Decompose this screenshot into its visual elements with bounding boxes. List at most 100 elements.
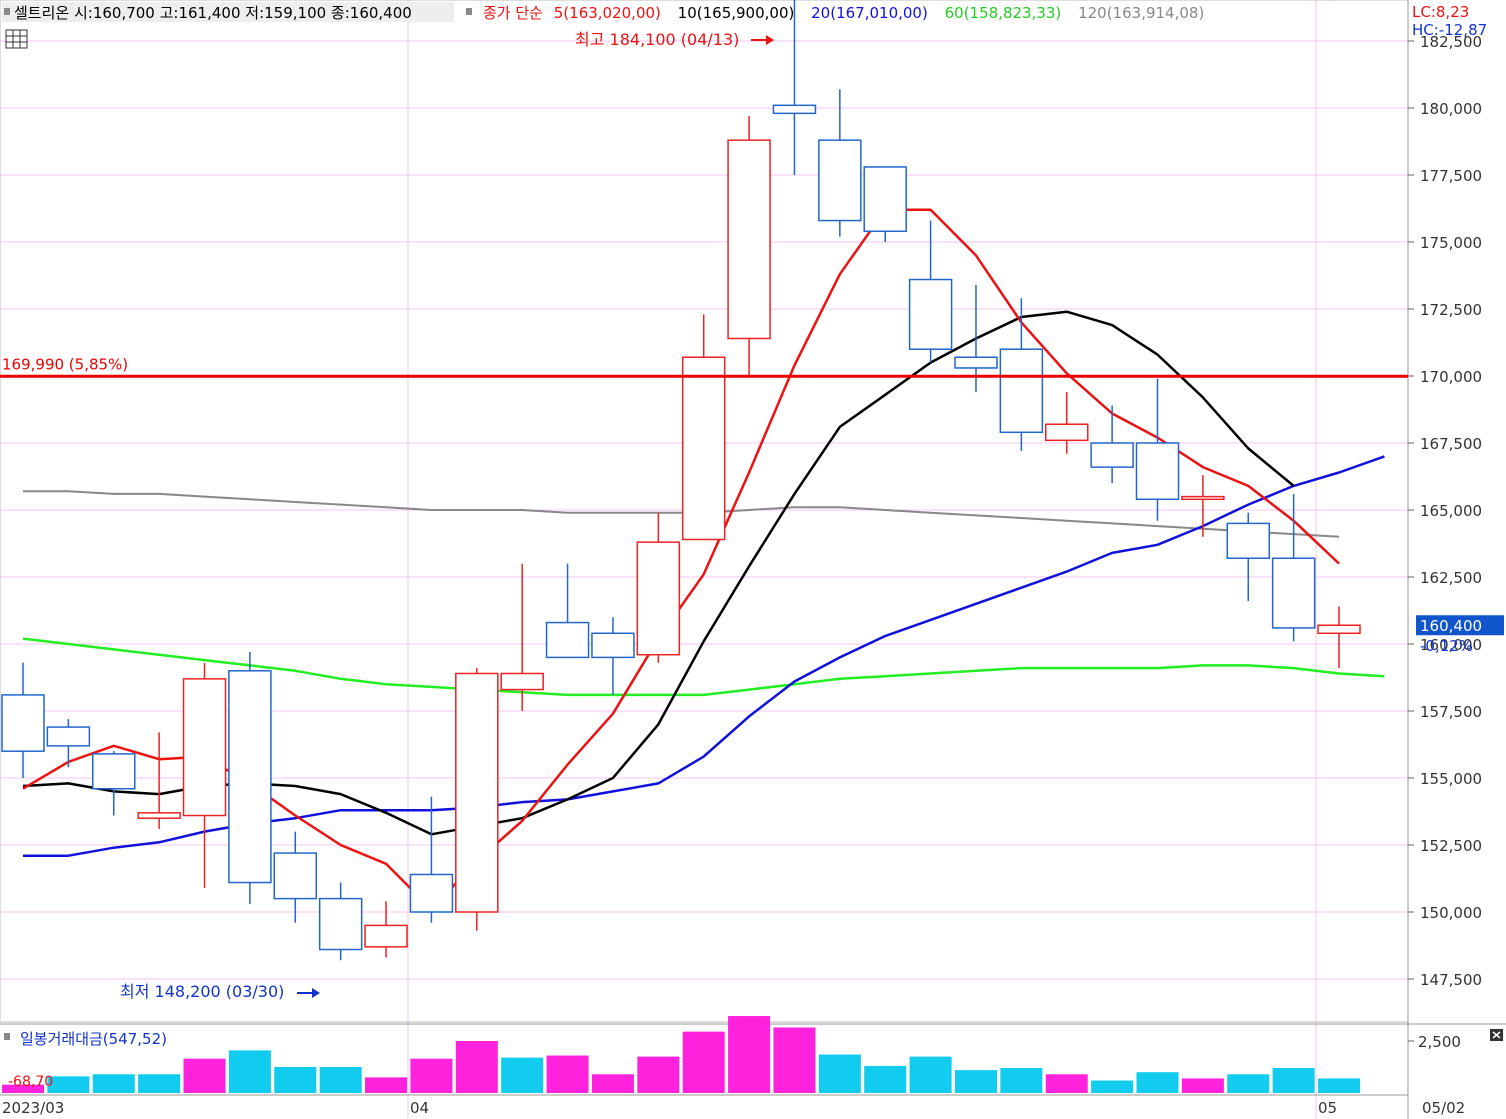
x-label-04: 04 — [410, 1099, 429, 1117]
volume-bar — [591, 1074, 634, 1093]
y-tick-label: 175,000 — [1420, 234, 1482, 252]
candle-body — [863, 166, 907, 233]
candle — [1, 662, 45, 778]
volume-bar — [864, 1065, 907, 1093]
candle-body — [455, 672, 499, 913]
candle-body — [1181, 495, 1225, 501]
ma-legend-20: 20(167,010,00) — [811, 4, 928, 22]
candle-body — [46, 726, 91, 747]
candles — [1, 0, 1361, 961]
ma-legend-10: 10(165,900,00) — [678, 4, 795, 22]
ma-legend-5: 5(163,020,00) — [554, 4, 661, 22]
y-tick-label: 170,000 — [1420, 368, 1482, 386]
last-price-change: -0,12% — [1420, 637, 1473, 655]
candle-body — [182, 678, 227, 817]
hc-label: HC:-12,87 — [1412, 21, 1487, 39]
candle — [318, 882, 363, 961]
candle — [681, 314, 726, 541]
ma-legend-prefix: 종가 단순 — [483, 4, 543, 22]
candle — [1181, 475, 1225, 537]
candle — [954, 284, 998, 393]
volume-bar — [546, 1055, 589, 1093]
candle — [182, 662, 227, 888]
candle-body — [1271, 557, 1316, 629]
x-label-05-02: 05/02 — [1422, 1099, 1465, 1117]
y-tick-label: 180,000 — [1420, 100, 1482, 118]
candle-body — [1317, 624, 1361, 635]
volume-marker-icon — [4, 1033, 10, 1040]
y-tick-label: 165,000 — [1420, 502, 1482, 520]
volume-bar — [954, 1070, 997, 1093]
volume-bar — [1136, 1072, 1179, 1093]
ma-legend-120: 120(163,914,08) — [1078, 4, 1204, 22]
volume-bar — [1272, 1068, 1315, 1093]
candle — [92, 751, 136, 816]
candle-body — [137, 812, 181, 819]
candle-body — [500, 672, 544, 691]
last-price-tag — [1416, 615, 1504, 636]
candle-body — [908, 278, 953, 350]
candle-body — [1226, 522, 1271, 559]
candle — [1317, 606, 1361, 669]
volume-bars — [2, 1016, 1361, 1093]
y-tick-label: 157,500 — [1420, 703, 1482, 721]
y-tick-label: 147,500 — [1420, 971, 1482, 989]
candle — [46, 719, 91, 768]
candle-body — [273, 852, 318, 900]
candle — [409, 796, 454, 923]
volume-bar — [47, 1076, 90, 1093]
y-tick-label: 152,500 — [1420, 837, 1482, 855]
volume-bar — [637, 1056, 680, 1093]
stock-info: 셀트리온 시:160,700 고:161,400 저:159,100 종:160… — [14, 4, 412, 22]
y-tick-label: 160,000 — [1420, 636, 1482, 654]
volume-bar — [1181, 1078, 1224, 1093]
volume-bar — [1045, 1074, 1088, 1093]
candle-body — [1135, 442, 1180, 501]
high-arrow-icon — [751, 35, 774, 45]
candle — [818, 89, 862, 237]
ma120-line — [23, 490, 1340, 538]
volume-bar — [909, 1056, 952, 1093]
volume-label: 일봉거래대금(547,52) — [20, 1030, 167, 1048]
candle — [455, 668, 499, 931]
candle-body — [954, 356, 998, 369]
volume-bar — [274, 1067, 317, 1093]
volume-bar — [1091, 1080, 1134, 1093]
volume-bar — [410, 1058, 453, 1093]
lc-label: LC:8,23 — [1412, 3, 1469, 21]
y-tick-label: 167,500 — [1420, 435, 1482, 453]
table-icon[interactable] — [5, 29, 28, 49]
candle — [772, 0, 817, 175]
volume-bar — [1227, 1074, 1270, 1093]
volume-bar — [228, 1050, 271, 1093]
candle-body — [1090, 442, 1134, 468]
volume-bar — [728, 1016, 771, 1093]
volume-bar — [818, 1054, 861, 1093]
y-tick-label: 150,000 — [1420, 904, 1482, 922]
x-label-2023-03: 2023/03 — [2, 1099, 64, 1117]
y-tick-label: 162,500 — [1420, 569, 1482, 587]
volume-bar — [682, 1031, 725, 1093]
candle — [591, 617, 635, 695]
volume-bar — [92, 1074, 135, 1093]
candle — [1090, 405, 1134, 484]
candle-body — [636, 541, 681, 656]
high-annotation: 최고 184,100 (04/13) — [575, 30, 739, 49]
candle-body — [92, 753, 136, 790]
candle — [545, 563, 590, 659]
volume-bar — [501, 1057, 544, 1093]
candle-body — [999, 348, 1044, 434]
candle-body — [1, 694, 45, 752]
y-tick-label: 155,000 — [1420, 770, 1482, 788]
candle-body — [727, 139, 771, 340]
candle-body — [1044, 423, 1089, 442]
y-tick-label: 172,500 — [1420, 301, 1482, 319]
volume-bar — [138, 1074, 181, 1093]
close-panel-icon[interactable] — [1490, 1029, 1503, 1041]
chart-grid — [0, 0, 1408, 1119]
volume-bar — [2, 1084, 44, 1093]
candle — [863, 166, 907, 242]
volume-bar — [183, 1058, 226, 1093]
stock-info-marker-icon — [4, 8, 10, 15]
